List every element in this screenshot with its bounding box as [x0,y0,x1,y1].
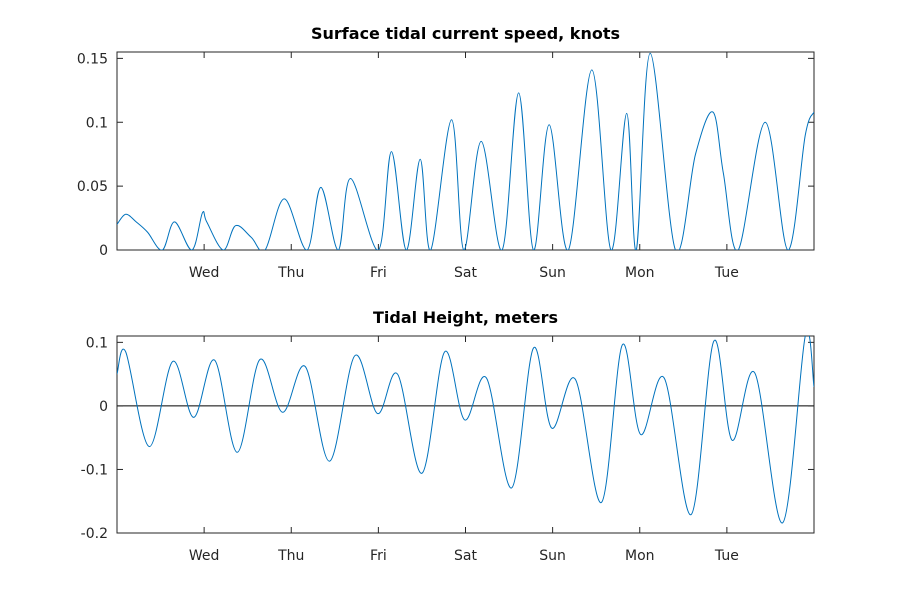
chart-2-series-line [117,336,814,524]
chart-2-plot-frame [116,335,815,534]
chart-1-x-tick-label: Mon [625,265,655,281]
chart-1-x-tick-label: Tue [714,265,739,281]
chart-1-x-tick-label: Fri [370,265,387,281]
chart-1-x-tick-label: Sun [539,265,566,281]
chart-1-x-tick-label: Thu [277,265,304,281]
chart-2-x-tick-label: Sat [454,548,477,564]
chart-2-y-tick-label: -0.1 [81,462,108,478]
chart-1-title: Surface tidal current speed, knots [311,24,620,43]
chart-2-y-tick-label: -0.2 [81,526,108,542]
chart-1-x-tick-label: Wed [189,265,220,281]
chart-2-x-tick-label: Mon [625,548,655,564]
chart-2-x-tick-label: Wed [189,548,220,564]
chart-2-x-tick-label: Fri [370,548,387,564]
chart-2-y-tick-label: 0.1 [86,335,108,351]
chart-2-y-tick-label: 0 [99,399,108,415]
chart-2-title: Tidal Height, meters [373,308,558,327]
chart-2-x-tick-label: Tue [714,548,739,564]
chart-1-plot-frame [116,51,815,251]
chart-2-x-tick-label: Thu [277,548,304,564]
chart-1-y-tick-label: 0.1 [86,115,108,131]
chart-1-y-tick-label: 0 [99,243,108,259]
chart-1-series-line [117,52,814,250]
chart-1-y-tick-label: 0.15 [77,51,108,67]
chart-1-y-tick-label: 0.05 [77,179,108,195]
chart-2-x-tick-label: Sun [539,548,566,564]
chart-1-x-tick-label: Sat [454,265,477,281]
